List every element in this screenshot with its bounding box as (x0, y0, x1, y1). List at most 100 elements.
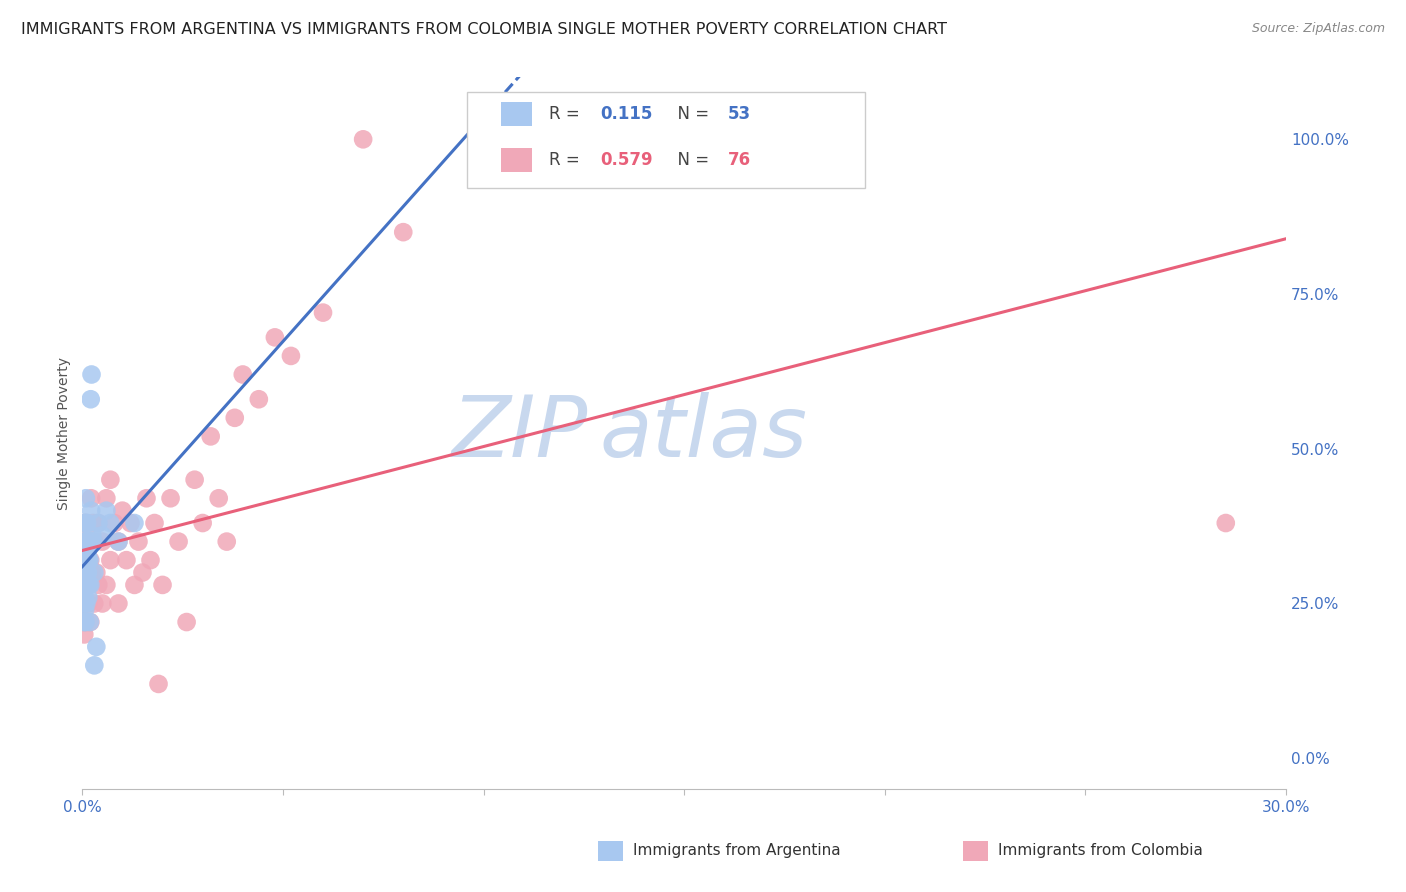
Point (96, 503, 118, 517)
Point (83, 566, 105, 580)
Point (159, 491, 181, 506)
Point (75, 615, 97, 629)
Point (77, 591, 100, 605)
Point (87, 578, 110, 592)
Point (79, 534, 101, 549)
Point (72, 553, 94, 567)
Point (75, 602, 97, 616)
Point (79, 534, 101, 549)
Point (77, 597, 100, 611)
Point (73, 591, 96, 605)
Point (91, 528, 114, 542)
Point (80, 392, 103, 407)
Text: atlas: atlas (600, 392, 808, 475)
Point (312, 305, 335, 319)
Point (224, 410, 246, 425)
Point (72, 578, 94, 592)
Point (73, 541, 96, 555)
Point (72, 566, 94, 580)
Point (75, 578, 97, 592)
Point (76, 534, 98, 549)
Point (352, 132, 374, 146)
Point (75, 566, 97, 580)
FancyBboxPatch shape (501, 148, 533, 172)
Point (1215, 516, 1237, 530)
Point (96, 578, 118, 592)
Point (139, 553, 162, 567)
Text: Immigrants from Argentina: Immigrants from Argentina (633, 844, 841, 858)
Point (72, 534, 94, 549)
Text: ZIP: ZIP (451, 392, 588, 475)
Point (80, 368, 103, 382)
FancyBboxPatch shape (501, 102, 533, 126)
Text: Immigrants from Colombia: Immigrants from Colombia (998, 844, 1204, 858)
Point (77, 566, 100, 580)
Point (76, 553, 98, 567)
Point (83, 597, 105, 611)
Point (75, 578, 97, 592)
Point (91, 534, 114, 549)
Point (167, 534, 190, 549)
Point (115, 553, 138, 567)
Point (280, 349, 302, 363)
Point (124, 516, 146, 530)
Point (76, 516, 98, 530)
Text: Source: ZipAtlas.com: Source: ZipAtlas.com (1251, 22, 1385, 36)
Point (83, 658, 105, 673)
Point (215, 534, 238, 549)
Text: N =: N = (668, 151, 714, 169)
Point (80, 491, 103, 506)
Text: 76: 76 (727, 151, 751, 169)
Point (79, 615, 101, 629)
Point (183, 473, 205, 487)
Point (77, 553, 100, 567)
Point (79, 553, 101, 567)
Text: 0.579: 0.579 (600, 151, 652, 169)
Point (77, 578, 100, 592)
Point (264, 330, 287, 344)
Point (200, 429, 222, 443)
Point (73, 578, 96, 592)
Point (73, 578, 96, 592)
Point (76, 578, 98, 592)
Point (75, 553, 97, 567)
Point (79, 553, 101, 567)
Point (107, 534, 129, 549)
Point (87, 516, 110, 530)
Text: 0.115: 0.115 (600, 104, 652, 123)
Point (75, 491, 97, 506)
Point (77, 553, 100, 567)
Point (82, 566, 104, 580)
Point (124, 578, 146, 592)
Point (100, 553, 122, 567)
Point (79, 578, 101, 592)
Point (96, 491, 118, 506)
Point (232, 368, 254, 382)
Point (73, 534, 96, 549)
Point (82, 516, 104, 530)
Point (75, 534, 97, 549)
Point (73, 547, 96, 561)
Point (76, 578, 98, 592)
Point (72, 597, 94, 611)
Text: 53: 53 (727, 104, 751, 123)
Point (135, 491, 157, 506)
Point (73, 615, 96, 629)
Point (80, 534, 103, 549)
Point (176, 615, 198, 629)
Point (72, 566, 94, 580)
Point (72, 547, 94, 561)
Point (131, 566, 153, 580)
Point (247, 392, 270, 407)
Text: N =: N = (668, 104, 714, 123)
Point (86, 640, 108, 654)
Point (83, 534, 105, 549)
Point (75, 615, 97, 629)
Point (73, 516, 96, 530)
Point (75, 547, 97, 561)
Y-axis label: Single Mother Poverty: Single Mother Poverty (58, 357, 72, 510)
Point (75, 534, 97, 549)
Point (80, 503, 103, 517)
Point (73, 578, 96, 592)
Point (73, 627, 96, 641)
